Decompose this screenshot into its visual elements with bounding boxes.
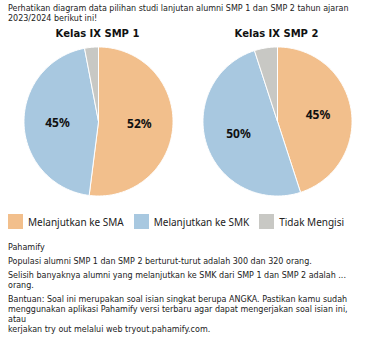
html-text:Tidak Mengisi: Tidak Mengisi: [279, 214, 345, 229]
html-text:Selisih banyaknya alumni yang: Selisih banyaknya alumni yang melanjutka…: [8, 271, 346, 290]
svg-text:45%: 45%: [305, 106, 330, 123]
svg-text:52%: 52%: [127, 115, 152, 132]
html-text:Kelas IX SMP 1: Kelas IX SMP 1: [55, 28, 140, 39]
html-text:Kelas IX SMP 2: Kelas IX SMP 2: [234, 28, 319, 39]
html-text:Melanjutkan ke SMK: Melanjutkan ke SMK: [153, 214, 250, 229]
svg-text:50%: 50%: [226, 125, 251, 142]
svg-text:45%: 45%: [45, 114, 70, 131]
html-text:Perhatikan diagram data piliha: Perhatikan diagram data pilihan studi la…: [8, 4, 349, 23]
html-text:Pahamify: Pahamify: [8, 243, 45, 252]
html-text:Melanjutkan ke SMA: Melanjutkan ke SMA: [28, 214, 124, 229]
html-text:Populasi alumni SMP 1 dan SMP: Populasi alumni SMP 1 dan SMP 2 berturut…: [8, 257, 312, 266]
html-text:Bantuan: Soal ini merupakan so: Bantuan: Soal ini merupakan soal isian s…: [8, 295, 348, 334]
